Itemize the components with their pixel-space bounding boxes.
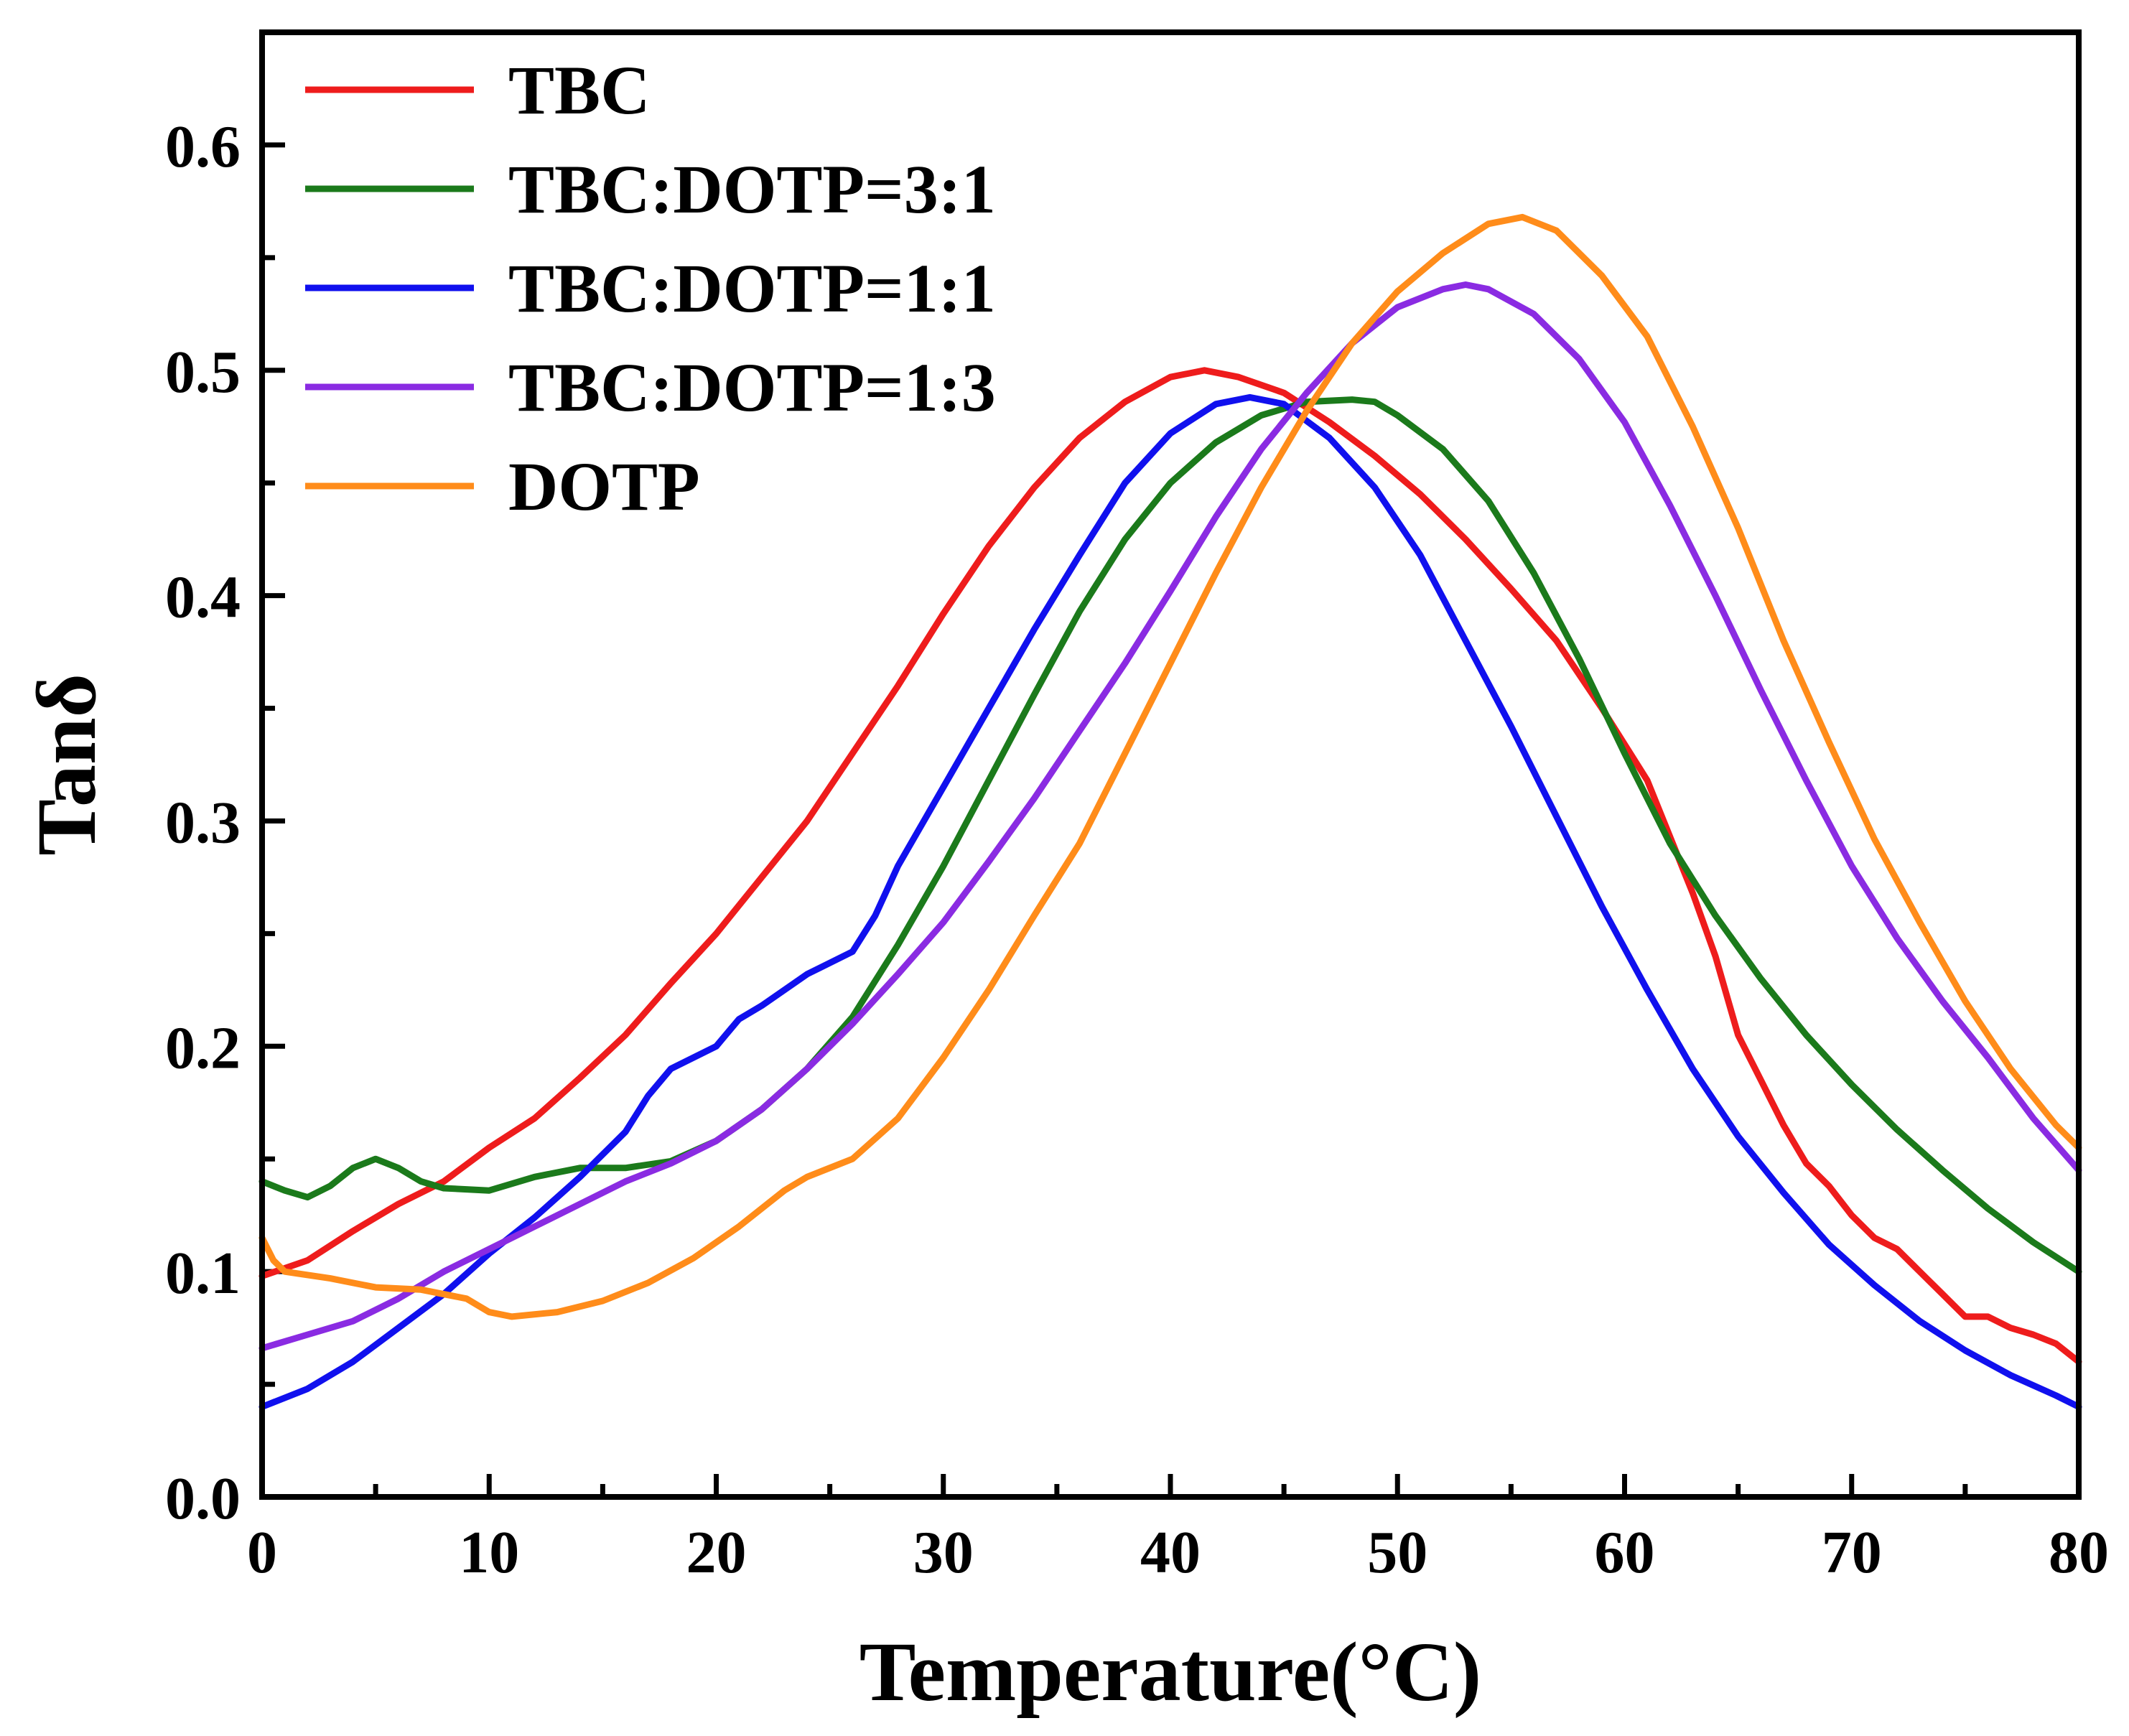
x-tick-label: 10 xyxy=(459,1519,519,1586)
legend-label-3: TBC:DOTP=1:3 xyxy=(508,349,996,426)
legend-label-2: TBC:DOTP=1:1 xyxy=(508,250,996,327)
x-tick-label: 0 xyxy=(247,1519,277,1586)
y-tick-label: 0.6 xyxy=(165,113,241,180)
series-line-4 xyxy=(258,213,2082,1320)
legend-label-1: TBC:DOTP=3:1 xyxy=(508,151,996,228)
y-tick-label: 0.2 xyxy=(165,1014,241,1081)
x-axis-title: Temperature(°C) xyxy=(859,1625,1481,1719)
y-axis-title: Tanδ xyxy=(19,673,113,856)
series-line-0 xyxy=(258,367,2082,1366)
y-tick-label: 0.0 xyxy=(165,1465,241,1532)
series-line-2 xyxy=(258,393,2082,1410)
series-line-1 xyxy=(258,396,2082,1275)
legend-label-4: DOTP xyxy=(508,448,700,525)
x-tick-label: 20 xyxy=(686,1519,747,1586)
series-line-3 xyxy=(258,281,2082,1352)
x-tick-label: 60 xyxy=(1595,1519,1655,1586)
x-tick-label: 40 xyxy=(1140,1519,1201,1586)
series-lines xyxy=(258,213,2082,1410)
x-tick-label: 50 xyxy=(1367,1519,1427,1586)
x-tick-label: 30 xyxy=(913,1519,974,1586)
legend-label-0: TBC xyxy=(508,52,650,129)
x-axis-title-text: Temperature xyxy=(859,1625,1330,1719)
x-tick-label: 80 xyxy=(2049,1519,2109,1586)
x-axis-title-unit: (°C) xyxy=(1330,1625,1481,1719)
x-tick-label: 70 xyxy=(1822,1519,1882,1586)
y-tick-label: 0.4 xyxy=(165,564,241,631)
legend: TBC TBC:DOTP=3:1 TBC:DOTP=1:1 TBC:DOTP=1:3 D… xyxy=(305,52,996,525)
y-tick-label: 0.1 xyxy=(165,1240,241,1307)
y-tick-label: 0.5 xyxy=(165,339,241,406)
axis-tick-labels: 0 10 20 30 40 50 60 70 80 0.0 0.1 0.2 0.3 0.4 0.5 0.6 xyxy=(165,113,2109,1586)
y-tick-label: 0.3 xyxy=(165,789,241,856)
plot-frame xyxy=(259,29,2082,1500)
